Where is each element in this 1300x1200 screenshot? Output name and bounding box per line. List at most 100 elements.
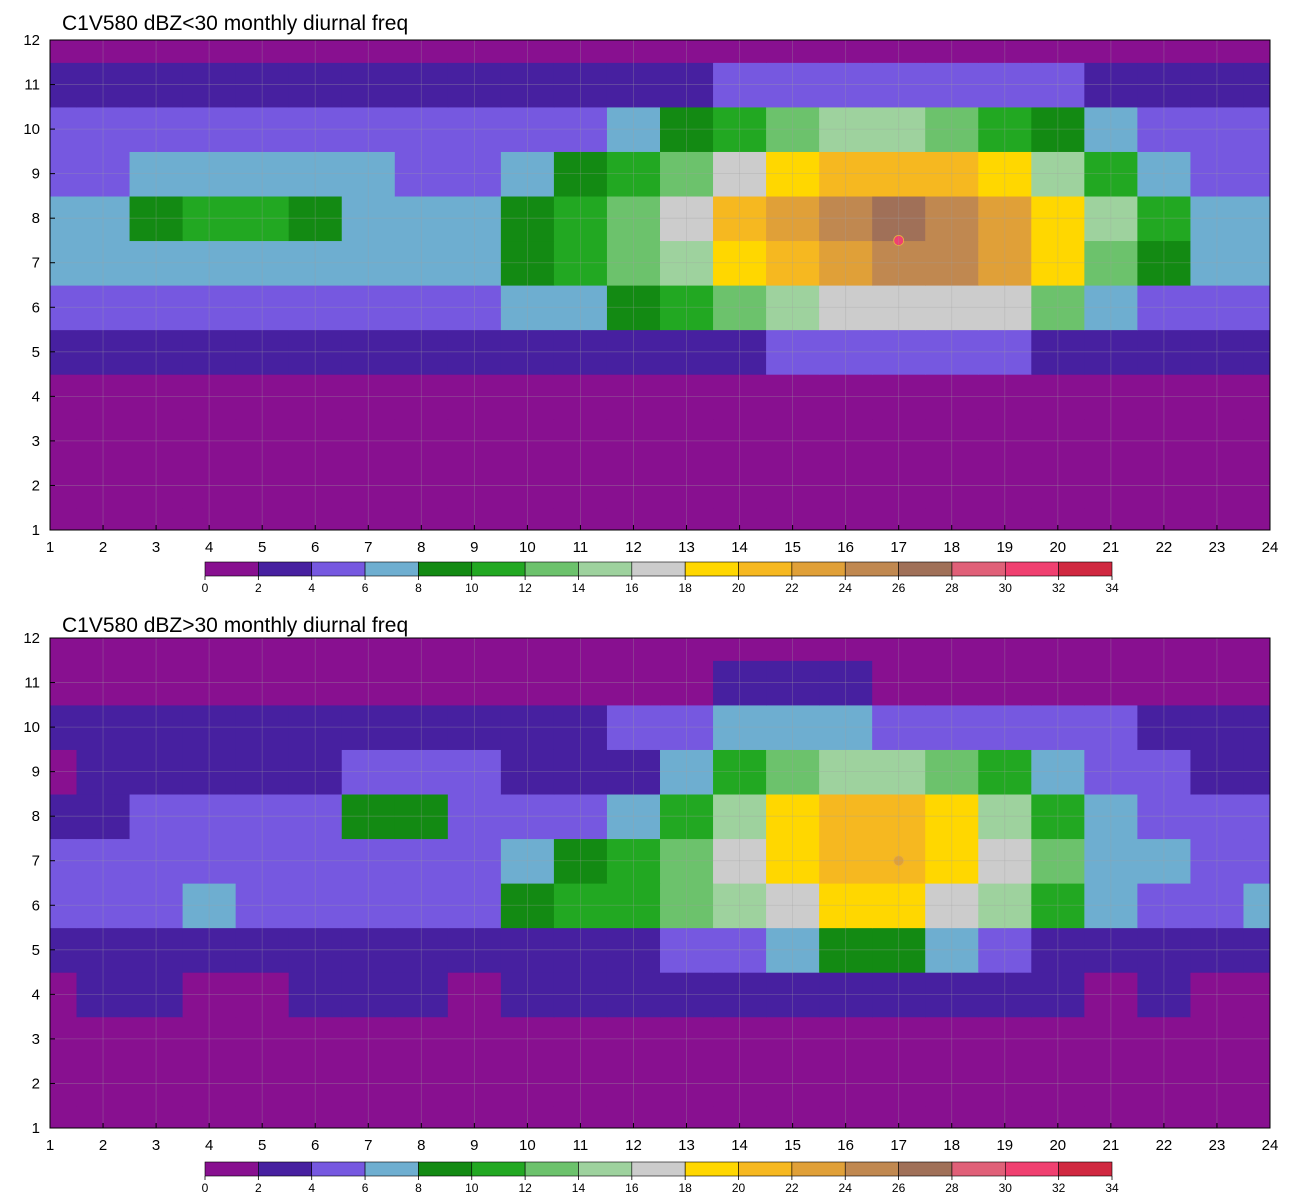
heatmap-cell [1084, 329, 1138, 375]
heatmap-cell [235, 1061, 290, 1107]
heatmap-cell [1190, 240, 1245, 286]
heatmap-cell [394, 418, 449, 464]
heatmap-cell [925, 1061, 979, 1107]
heatmap-cell [606, 883, 661, 929]
y-tick-label: 3 [32, 433, 40, 450]
heatmap-cell [766, 1105, 820, 1128]
y-tick-label: 2 [32, 1075, 40, 1092]
heatmap-cell [394, 62, 449, 108]
x-tick-label: 9 [470, 1137, 478, 1154]
heatmap-cell [766, 793, 820, 840]
heatmap-cell [1084, 838, 1138, 884]
heatmap-cell [1190, 106, 1245, 152]
heatmap-cell [341, 195, 396, 242]
colorbar-swatch [311, 561, 366, 577]
heatmap-cell [713, 240, 767, 286]
heatmap-cell [182, 638, 237, 661]
heatmap-cell [660, 1016, 714, 1062]
heatmap-cell [978, 793, 1032, 840]
heatmap-cell [1190, 972, 1245, 1018]
heatmap-cell [341, 793, 396, 840]
heatmap-cell [925, 749, 979, 795]
heatmap-cell [182, 329, 237, 375]
y-tick-label: 5 [32, 344, 40, 361]
heatmap-cell [235, 927, 290, 973]
peak-marker [893, 235, 905, 246]
heatmap-cell [394, 106, 449, 152]
heatmap-cell [766, 838, 820, 884]
heatmap-cell [1190, 151, 1245, 197]
heatmap-cell [1243, 793, 1270, 840]
heatmap-cell [1084, 1016, 1138, 1062]
heatmap-cell [447, 1016, 502, 1062]
y-tick-label: 6 [32, 299, 40, 316]
heatmap-cell [553, 62, 608, 108]
heatmap-cell [978, 660, 1032, 706]
heatmap-cell [660, 507, 714, 530]
heatmap-cell [1190, 660, 1245, 706]
heatmap-cell [1031, 106, 1085, 152]
heatmap-cell [341, 507, 396, 530]
heatmap-cell [713, 106, 767, 152]
x-tick-label: 1 [46, 539, 54, 556]
heatmap-cell [553, 1105, 608, 1128]
heatmap-cell [394, 507, 449, 530]
x-tick-label: 5 [258, 539, 266, 556]
colorbar-tick-label: 10 [465, 581, 479, 595]
x-tick-label: 8 [417, 539, 425, 556]
heatmap-cell [182, 1061, 237, 1107]
heatmap-cell [76, 195, 131, 242]
heatmap-cell [1243, 1061, 1270, 1107]
heatmap-cell [872, 1061, 926, 1107]
heatmap-cell [500, 40, 555, 63]
y-tick-label: 1 [32, 522, 40, 539]
heatmap-cell [288, 151, 343, 197]
heatmap-cell [1243, 418, 1270, 464]
heatmap-cell [182, 927, 237, 973]
heatmap-cell [872, 507, 926, 530]
heatmap-cell [766, 749, 820, 795]
heatmap-cell [1190, 1061, 1245, 1107]
heatmap-cell [447, 793, 502, 840]
heatmap-cell [235, 40, 290, 63]
colorbar-swatch [418, 1161, 473, 1177]
heatmap-cell [872, 40, 926, 63]
heatmap-cell [553, 463, 608, 509]
heatmap-cell [606, 62, 661, 108]
colorbar-swatch [364, 1161, 419, 1177]
colorbar-tick-label: 26 [892, 1181, 906, 1195]
colorbar-tick-label: 4 [308, 1181, 315, 1195]
heatmap-cell [553, 972, 608, 1018]
heatmap-cell [872, 106, 926, 152]
colorbar-swatch [1058, 561, 1113, 577]
heatmap-cell [1137, 151, 1192, 197]
x-tick-label: 9 [470, 539, 478, 556]
heatmap-cell [394, 749, 449, 795]
heatmap-cell [925, 660, 979, 706]
heatmap-cell [819, 749, 873, 795]
colorbar-tick-label: 0 [202, 1181, 209, 1195]
heatmap-cell [1190, 793, 1245, 840]
heatmap-cell [288, 704, 343, 750]
heatmap-cell [76, 374, 131, 420]
heatmap-cell [235, 62, 290, 108]
heatmap-cell [660, 749, 714, 795]
heatmap-cell [660, 972, 714, 1018]
heatmap-cell [1084, 418, 1138, 464]
heatmap-cell [1031, 638, 1085, 661]
heatmap-cell [341, 638, 396, 661]
heatmap-cell [925, 374, 979, 420]
heatmap-cell [872, 195, 926, 242]
heatmap-cell [1137, 463, 1192, 509]
heatmap-cell [447, 1061, 502, 1107]
heatmap-cell [978, 374, 1032, 420]
heatmap-cell [1243, 285, 1270, 331]
heatmap-cell [553, 660, 608, 706]
heatmap-cell [713, 883, 767, 929]
colorbar-swatch [204, 1161, 259, 1177]
colorbar-swatch [791, 561, 846, 577]
heatmap-cell [766, 285, 820, 331]
heatmap-cell [76, 463, 131, 509]
heatmap-cell [288, 1061, 343, 1107]
